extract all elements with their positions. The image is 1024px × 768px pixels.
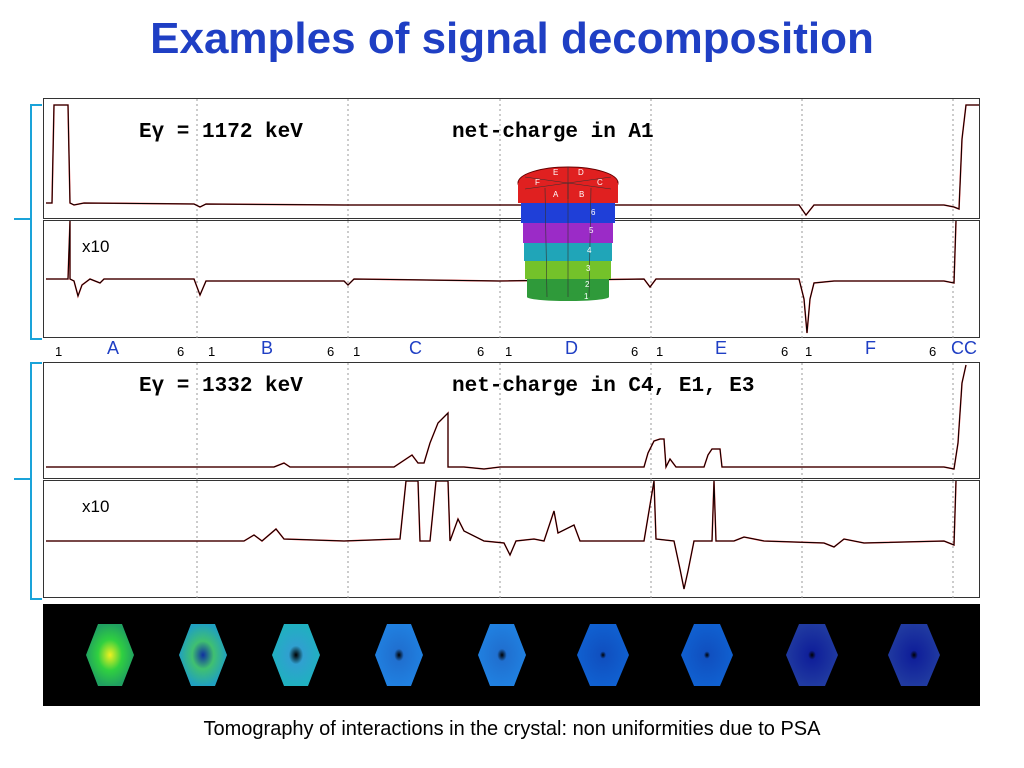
segment-b-start: 1 [208, 344, 216, 359]
panel1-trace-top: Eγ = 1172 keV net-charge in A1 [43, 98, 980, 220]
crystal-letter-a: A [553, 190, 559, 199]
core-label: CC [951, 338, 977, 358]
crystal-letter-c: C [597, 178, 603, 187]
panel2-x10-trace [46, 481, 957, 590]
crystal-ring-5: 5 [589, 226, 594, 235]
segment-f-label: F [865, 338, 876, 358]
panel2-trace-top: Eγ = 1332 keV net-charge in C4, E1, E3 [43, 362, 980, 480]
tomo-hex-6 [577, 624, 629, 686]
tomo-hex-9 [888, 624, 940, 686]
panel2-charge-label: net-charge in C4, E1, E3 [452, 375, 755, 398]
crystal-letter-e: E [553, 168, 558, 177]
tomography-strip [43, 604, 980, 706]
panel2-trace-x10: x10 [43, 480, 980, 599]
tomo-hex-4 [375, 624, 423, 686]
segment-c-start: 1 [353, 344, 361, 359]
segment-d-end: 6 [631, 344, 639, 359]
segment-e-label: E [715, 338, 728, 358]
panel1-top-svg [46, 99, 979, 220]
panel2-top-svg [46, 363, 967, 480]
panel1-x10-fit [46, 221, 957, 334]
tomo-hex-8 [786, 624, 838, 686]
segment-axis: 1 A 6 1 B 6 1 C 6 1 D 6 1 E 6 1 F 6 CC [43, 338, 983, 362]
tomography-caption: Tomography of interactions in the crysta… [203, 718, 821, 740]
crystal-letter-b: B [579, 190, 584, 199]
panel2-energy-label: Eγ = 1332 keV [139, 375, 303, 398]
segment-a-start: 1 [55, 344, 63, 359]
crystal-ring-3: 3 [586, 264, 591, 273]
segment-f-end: 6 [929, 344, 937, 359]
crystal-ring-6: 6 [591, 208, 596, 217]
tomo-hex-1 [86, 624, 134, 686]
segment-a-label: A [107, 338, 120, 358]
segment-b-label: B [261, 338, 274, 358]
crystal-letter-f: F [535, 178, 540, 187]
tomo-hex-5 [478, 624, 526, 686]
panel1-energy-label: Eγ = 1172 keV [139, 121, 303, 144]
segment-b-end: 6 [327, 344, 335, 359]
segment-e-end: 6 [781, 344, 789, 359]
panel2-bracket-tick [14, 478, 30, 480]
segment-e-start: 1 [656, 344, 664, 359]
panel1-trace-x10: x10 [43, 220, 980, 339]
panel1-bracket [30, 104, 42, 340]
panel1-x10-label: x10 [82, 237, 110, 256]
tomo-hex-7 [681, 624, 733, 686]
tomo-hex-2 [179, 624, 227, 686]
tomo-hex-3 [272, 624, 320, 686]
segment-d-label: D [565, 338, 578, 358]
panel1-top-trace [46, 104, 979, 216]
segment-a-end: 6 [177, 344, 185, 359]
crystal-diagram: F E D C B A 6 5 4 3 2 1 [517, 166, 619, 301]
page-title: Examples of signal decomposition [150, 14, 874, 63]
panel2-bracket [30, 362, 42, 600]
panel1-x10-trace [46, 221, 957, 334]
panel2-x10-label: x10 [82, 497, 110, 516]
panel1-x10-svg [46, 221, 957, 339]
panel1-bracket-tick [14, 218, 30, 220]
segment-d-start: 1 [505, 344, 513, 359]
segment-f-start: 1 [805, 344, 813, 359]
tomography-hexagons [86, 624, 940, 686]
panel2-top-trace [46, 364, 967, 470]
panel1-charge-label: net-charge in A1 [452, 121, 654, 144]
panel2-x10-svg [46, 481, 957, 599]
segment-c-label: C [409, 338, 422, 358]
segment-c-end: 6 [477, 344, 485, 359]
crystal-ring-2: 2 [585, 280, 590, 289]
crystal-letter-d: D [578, 168, 584, 177]
crystal-ring-1: 1 [584, 292, 589, 301]
panel2-x10-fit [46, 481, 957, 590]
crystal-ring-4: 4 [587, 246, 592, 255]
